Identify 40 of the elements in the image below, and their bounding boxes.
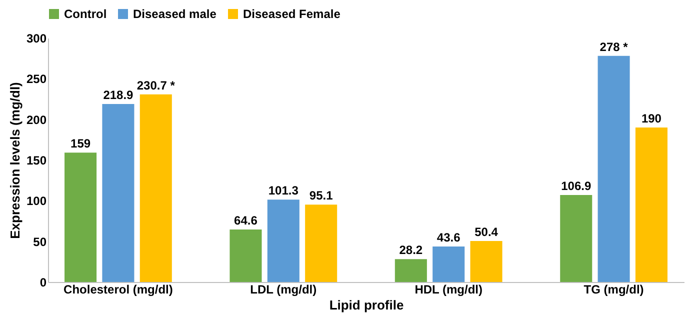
bar xyxy=(394,259,427,282)
bar xyxy=(230,229,262,282)
data-label: 159 xyxy=(70,136,91,151)
y-tick-label: 100 xyxy=(26,194,47,208)
legend-label: Diseased male xyxy=(133,7,217,21)
data-label: 43.6 xyxy=(436,230,461,245)
x-axis-title: Lipid profile xyxy=(329,298,404,312)
legend-label: Diseased Female xyxy=(243,7,341,21)
y-tick-label: 200 xyxy=(26,112,47,127)
bar xyxy=(102,104,134,282)
bar xyxy=(432,246,465,282)
data-label: 106.9 xyxy=(561,179,592,194)
data-label: 101.3 xyxy=(268,184,299,198)
bar xyxy=(305,204,338,282)
bar xyxy=(140,94,172,282)
bar xyxy=(64,152,97,282)
data-label: 95.1 xyxy=(309,188,334,203)
x-tick-label: Cholesterol (mg/dl) xyxy=(64,282,173,296)
y-axis-title: Expression levels (mg/dl) xyxy=(7,82,22,239)
bar xyxy=(598,56,630,282)
y-tick-label: 300 xyxy=(26,32,47,46)
x-tick-label: TG (mg/dl) xyxy=(584,282,644,296)
x-tick-label: LDL (mg/dl) xyxy=(250,282,317,296)
bar xyxy=(635,127,668,282)
bar xyxy=(267,200,300,282)
y-tick-label: 0 xyxy=(40,276,47,290)
x-tick-label: HDL (mg/dl) xyxy=(414,282,482,296)
data-label: 218.9 xyxy=(103,88,134,102)
data-label: 50.4 xyxy=(474,225,498,240)
y-tick-label: 50 xyxy=(33,234,47,249)
data-label: 190 xyxy=(641,111,662,126)
y-tick-label: 250 xyxy=(26,72,47,86)
bar xyxy=(470,241,502,282)
data-label: 28.2 xyxy=(399,243,423,258)
bar xyxy=(560,195,592,282)
legend-label: Control xyxy=(64,7,107,21)
data-label: 64.6 xyxy=(234,213,258,228)
data-label: 278 * xyxy=(600,40,628,54)
y-tick-label: 150 xyxy=(26,154,47,168)
data-label: 230.7 * xyxy=(136,78,176,92)
